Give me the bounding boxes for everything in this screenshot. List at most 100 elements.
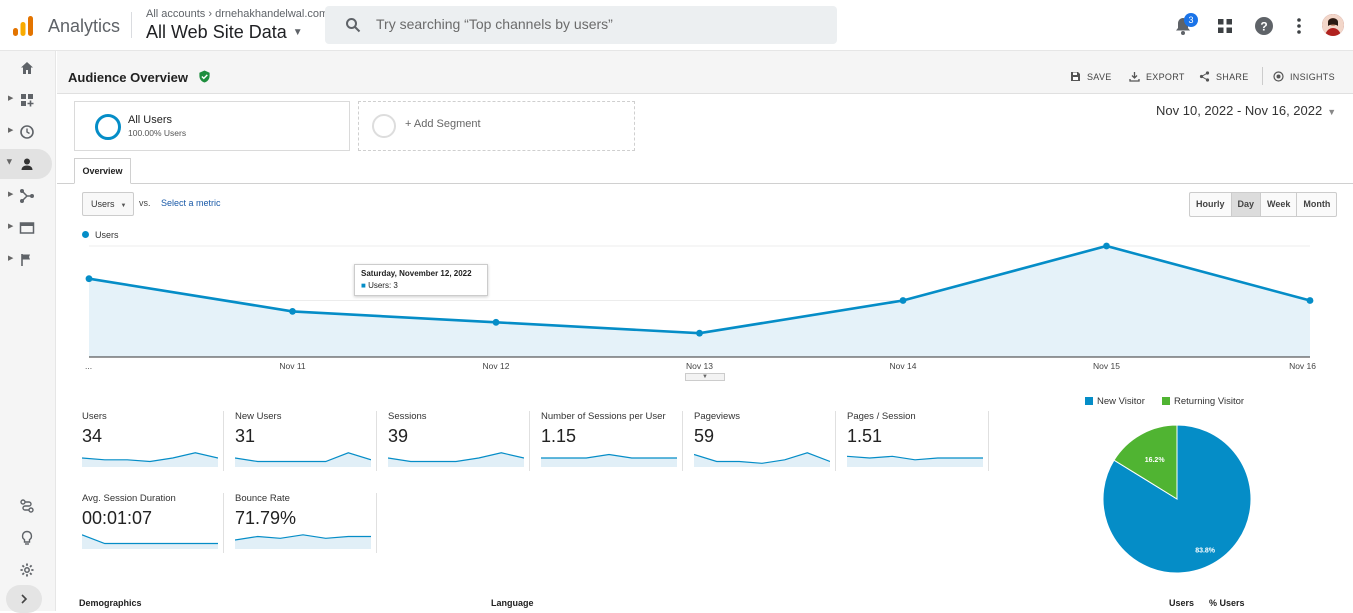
date-range-picker[interactable]: Nov 10, 2022 - Nov 16, 2022 ▼ [1156, 103, 1336, 118]
granularity-day[interactable]: Day [1231, 193, 1262, 216]
search-input[interactable]: Try searching “Top channels by users” [325, 6, 837, 44]
data-point[interactable] [492, 318, 500, 326]
vs-label: vs. [139, 198, 151, 208]
tab-divider [57, 183, 1353, 184]
sidebar-item-attribution[interactable] [0, 491, 52, 521]
sparkline-line [82, 452, 218, 463]
sidebar-item-conversions[interactable]: ▶ [0, 245, 52, 275]
granularity-toggle: Hourly Day Week Month [1189, 192, 1338, 217]
legend-swatch [82, 231, 89, 238]
pie-legend-returning: Returning Visitor [1162, 396, 1244, 407]
more-vert-icon[interactable] [1289, 16, 1309, 36]
x-tick-label: ... [85, 361, 92, 371]
metric-value: 31 [235, 426, 256, 446]
search-icon [346, 18, 361, 33]
segment-all-users[interactable]: All Users 100.00% Users [74, 101, 350, 151]
avatar[interactable] [1322, 14, 1344, 36]
tab-overview[interactable]: Overview [74, 158, 131, 184]
series-area [89, 246, 1310, 357]
metric-dropdown[interactable]: Users ▼ [82, 192, 134, 216]
home-icon [21, 62, 33, 74]
help-icon[interactable]: ? [1254, 16, 1274, 36]
property-selector[interactable]: All Web Site Data ▼ [146, 22, 303, 43]
data-point[interactable] [1103, 242, 1110, 250]
sparkline [82, 534, 218, 549]
collapse-chart-button[interactable]: ▼ [685, 373, 725, 381]
legend-swatch [1085, 397, 1093, 405]
acquisition-icon [20, 189, 34, 203]
sparkline-area [388, 452, 524, 467]
lightbulb-icon [21, 530, 33, 545]
expand-arrow-icon: ▶ [8, 95, 14, 102]
behavior-icon [19, 222, 35, 234]
granularity-week[interactable]: Week [1261, 193, 1298, 216]
sidebar-item-discover[interactable] [0, 523, 52, 553]
granularity-month[interactable]: Month [1303, 199, 1331, 209]
add-segment-button[interactable]: + Add Segment [358, 101, 635, 151]
sidebar-item-acquisition[interactable]: ▶ [0, 181, 52, 211]
notification-badge: 3 [1184, 13, 1198, 27]
sparkline-area [82, 452, 218, 467]
sparkline-line [694, 452, 830, 464]
sidebar-expand-button[interactable] [6, 585, 42, 613]
pie-slice-label: 83.8% [1195, 547, 1216, 554]
metric-card[interactable]: Sessions 39 [388, 411, 530, 471]
app-name: Analytics [48, 16, 121, 36]
x-tick-label: Nov 16 [1289, 361, 1316, 371]
empty-segment-ring-icon [372, 114, 396, 138]
x-tick-label: Nov 11 [279, 361, 306, 371]
demographics-heading: Demographics [79, 598, 142, 608]
save-button[interactable]: SAVE [1070, 71, 1112, 82]
add-segment-label: + Add Segment [405, 118, 481, 130]
segment-name: All Users [128, 114, 173, 126]
apps-grid-icon[interactable] [1215, 16, 1235, 36]
sidebar-item-home[interactable] [0, 53, 52, 83]
export-button[interactable]: EXPORT [1129, 71, 1185, 82]
sidebar: ▶ ▶ ▶ ▶ ▶ ▶ [0, 51, 56, 613]
metric-card[interactable]: New Users 31 [235, 411, 377, 471]
sidebar-item-realtime[interactable]: ▶ [0, 117, 52, 147]
pie-legend-new: New Visitor [1085, 396, 1145, 407]
data-point[interactable] [85, 275, 93, 283]
title-row: Audience Overview SAVE EXPORT SHARE INSI… [57, 51, 1353, 94]
analytics-logo-icon[interactable] [11, 14, 35, 38]
insights-button[interactable]: INSIGHTS [1273, 71, 1335, 82]
sidebar-item-audience[interactable]: ▶ [0, 149, 52, 179]
divider [1262, 67, 1263, 85]
metric-card[interactable]: Number of Sessions per User 1.15 [541, 411, 683, 471]
search-placeholder: Try searching “Top channels by users” [376, 16, 613, 32]
caret-down-icon: ▼ [292, 27, 303, 38]
data-point[interactable] [899, 297, 907, 304]
pie-legend-new-label: New Visitor [1097, 396, 1145, 407]
flag-icon [21, 254, 30, 266]
metric-card[interactable]: Avg. Session Duration 00:01:07 [82, 493, 224, 553]
metric-card[interactable]: Pageviews 59 [694, 411, 836, 471]
metric-card[interactable]: Users 34 [82, 411, 224, 471]
data-point[interactable] [1306, 297, 1314, 304]
account-breadcrumb[interactable]: All accounts › drnehakhandelwal.com [146, 8, 329, 20]
data-point[interactable] [696, 329, 703, 337]
legend-swatch [1162, 397, 1170, 405]
segment-sub: 100.00% Users [128, 128, 187, 138]
metric-label: Users [82, 411, 107, 422]
metric-value: 1.51 [847, 426, 883, 446]
x-tick-label: Nov 12 [483, 361, 510, 371]
users-column-header: Users [1169, 598, 1195, 608]
visitor-pie-chart: 83.8% 16.2% [1102, 424, 1252, 574]
sparkline [541, 453, 677, 467]
select-metric-link[interactable]: Select a metric [161, 198, 221, 208]
granularity-hourly[interactable]: Hourly [1190, 193, 1232, 216]
pie-slice-returning-visitor[interactable] [1113, 424, 1178, 500]
save-icon [1071, 72, 1080, 81]
sparkline-line [847, 455, 983, 461]
metric-card[interactable]: Pages / Session 1.51 [847, 411, 989, 471]
top-bar: Analytics All accounts › drnehakhandelwa… [0, 0, 1353, 51]
sidebar-item-customization[interactable]: ▶ [0, 85, 52, 115]
metric-card[interactable]: Bounce Rate 71.79% [235, 493, 377, 553]
insights-icon [1273, 71, 1284, 82]
gear-icon [20, 563, 34, 577]
share-button[interactable]: SHARE [1199, 71, 1249, 82]
sidebar-item-admin[interactable] [0, 555, 52, 585]
data-point[interactable] [289, 308, 296, 315]
sidebar-item-behavior[interactable]: ▶ [0, 213, 52, 243]
